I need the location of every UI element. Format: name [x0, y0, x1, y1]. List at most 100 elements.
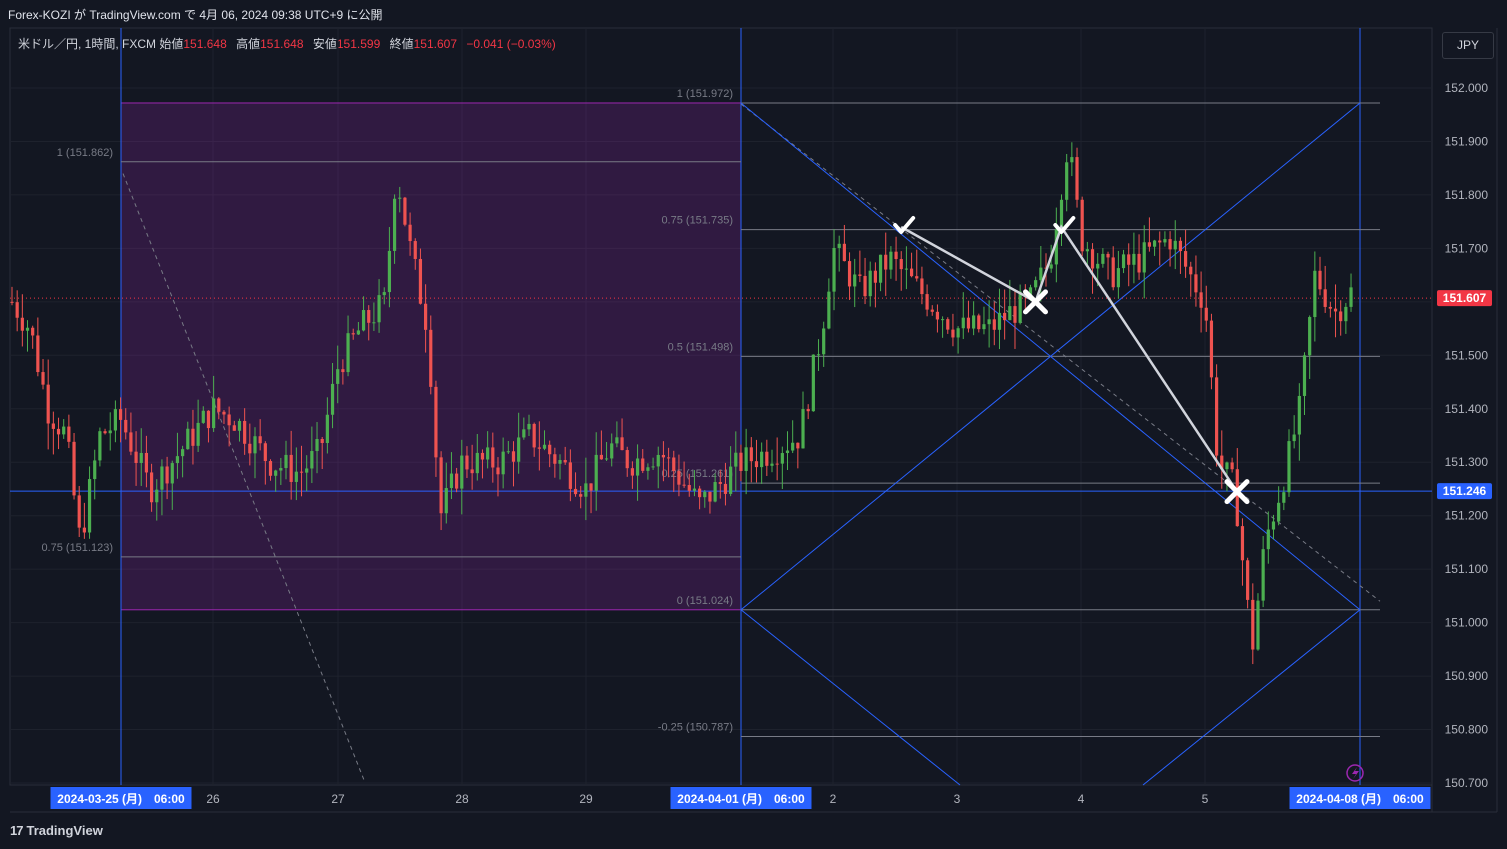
candle-body: [124, 419, 128, 433]
candle-body: [765, 451, 769, 466]
currency-button[interactable]: JPY: [1442, 32, 1494, 59]
candle-body: [941, 319, 945, 321]
time-label-bg: [1289, 787, 1431, 809]
candle-body: [253, 436, 257, 454]
candle-body: [511, 451, 516, 462]
candle-body: [20, 317, 24, 331]
candle-body: [222, 411, 226, 415]
candle-body: [67, 426, 71, 442]
open-label: 始値: [159, 37, 184, 51]
candle-body: [325, 414, 329, 444]
candle-body: [1054, 229, 1058, 265]
candle-body: [155, 489, 159, 503]
candle-body: [951, 329, 955, 338]
candle-body: [527, 423, 531, 430]
candle-body: [672, 457, 676, 472]
candle-body: [522, 429, 526, 438]
candle-body: [811, 354, 815, 412]
candle-body: [268, 461, 273, 476]
candle-body: [392, 198, 397, 251]
candle-body: [341, 369, 345, 373]
candle-body: [899, 259, 903, 270]
candle-body: [1339, 311, 1343, 322]
candle-body: [972, 315, 976, 329]
candle-body: [1178, 240, 1183, 252]
candle-body: [1013, 306, 1017, 323]
candle-body: [434, 386, 438, 458]
candle-body: [1101, 253, 1105, 264]
price-label-bg: [1437, 290, 1492, 307]
candle-body: [108, 430, 112, 434]
candle-body: [46, 384, 50, 424]
candle-body: [310, 451, 314, 469]
candle-body: [25, 327, 30, 331]
cross-marker-icon: [1023, 289, 1048, 315]
gann-line: [740, 609, 961, 786]
price-tick-label: 151.900: [1445, 134, 1489, 148]
candle-body: [1271, 521, 1276, 530]
price-tick-label: 151.200: [1445, 509, 1489, 523]
candle-body: [1287, 441, 1291, 493]
candle-body: [1008, 306, 1012, 321]
candle-body: [496, 467, 500, 475]
candle-body: [822, 328, 826, 355]
candle-body: [36, 335, 40, 373]
candle-body: [842, 243, 846, 262]
candle-body: [1323, 289, 1327, 307]
candle-body: [103, 431, 107, 434]
candle-body: [703, 491, 707, 498]
candle-body: [274, 470, 278, 476]
lightning-icon[interactable]: [1346, 764, 1364, 782]
candle-body: [1266, 529, 1270, 550]
candle-body: [191, 428, 195, 446]
gann-line: [740, 102, 1361, 611]
candle-body: [1147, 242, 1151, 247]
candle-body: [330, 383, 335, 415]
close-label: 終値: [389, 37, 414, 51]
time-label-bg: [50, 787, 192, 809]
candle-body: [1090, 249, 1095, 269]
candle-body: [785, 450, 790, 454]
gann-line: [1142, 609, 1361, 786]
candle-body: [356, 330, 360, 335]
candle-body: [542, 444, 547, 449]
publish-header: Forex-KOZI が TradingView.com で 4月 06, 20…: [8, 8, 383, 22]
candle-body: [930, 309, 934, 312]
high-label: 高値: [236, 37, 261, 51]
fib-right-label: 0.5 (151.498): [668, 341, 733, 353]
time-tick-label: 4: [1078, 792, 1085, 806]
candle-body: [620, 437, 624, 451]
candle-body: [506, 451, 510, 453]
candle-body: [382, 292, 386, 296]
candle-body: [134, 451, 138, 463]
candle-body: [408, 224, 412, 242]
candle-body: [243, 420, 247, 444]
candle-body: [1085, 249, 1089, 252]
dashed-trend-right: [740, 103, 1381, 602]
candle-body: [1137, 253, 1141, 273]
price-tick-label: 150.900: [1445, 669, 1489, 683]
price-tick-label: 151.500: [1445, 348, 1489, 362]
candle-body: [144, 452, 149, 473]
candle-body: [532, 423, 536, 448]
candle-body: [315, 438, 319, 452]
candle-body: [816, 354, 821, 356]
candle-body: [1277, 502, 1281, 522]
candle-body: [1204, 307, 1208, 321]
candle-body: [641, 458, 645, 471]
candle-body: [1132, 253, 1136, 265]
candle-body: [139, 452, 143, 463]
candle-body: [801, 409, 805, 449]
candle-body: [687, 485, 691, 491]
change-value: −0.041 (−0.03%): [466, 37, 556, 51]
low-label: 安値: [312, 37, 337, 51]
time-tick-label: 29: [579, 792, 593, 806]
candle-body: [1215, 377, 1219, 456]
marker-path: [900, 224, 1239, 493]
candle-body: [299, 471, 304, 473]
candle-body: [284, 454, 288, 469]
candle-body: [1344, 306, 1348, 322]
time-tick-label: 2024-04-01 (月) 06:00: [677, 792, 805, 806]
candle-body: [868, 270, 872, 297]
